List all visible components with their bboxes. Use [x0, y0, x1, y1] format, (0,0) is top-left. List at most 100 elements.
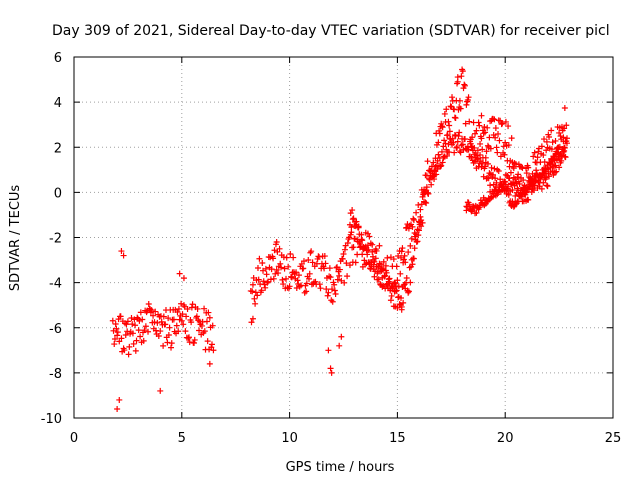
- data-point: [336, 266, 343, 273]
- data-point: [180, 275, 187, 282]
- data-point: [369, 248, 376, 255]
- data-point: [406, 264, 413, 271]
- data-point: [388, 292, 395, 299]
- data-point: [339, 255, 346, 262]
- data-point: [205, 309, 212, 316]
- data-point: [350, 215, 357, 222]
- data-point: [380, 258, 387, 265]
- data-points: [109, 66, 571, 412]
- data-point: [397, 295, 404, 302]
- data-point: [341, 246, 348, 253]
- data-point: [545, 166, 552, 173]
- y-tick-label: -8: [49, 367, 62, 382]
- data-point: [137, 333, 144, 340]
- data-point: [538, 185, 545, 192]
- data-point: [175, 328, 182, 335]
- data-point: [380, 266, 387, 273]
- data-point: [293, 285, 300, 292]
- data-point: [348, 229, 355, 236]
- data-point: [359, 251, 366, 258]
- data-point: [439, 124, 446, 131]
- data-point: [168, 340, 175, 347]
- data-point: [446, 128, 453, 135]
- data-point: [254, 292, 261, 299]
- data-point: [478, 135, 485, 142]
- data-point: [338, 333, 345, 340]
- y-tick-label: 2: [54, 141, 62, 156]
- data-point: [457, 149, 464, 156]
- data-point: [523, 170, 530, 177]
- data-point: [290, 254, 297, 261]
- data-point: [538, 173, 545, 180]
- data-point: [556, 129, 563, 136]
- data-point: [175, 305, 182, 312]
- data-point: [288, 274, 295, 281]
- data-point: [491, 116, 498, 123]
- data-point: [505, 191, 512, 198]
- data-point: [479, 146, 486, 153]
- data-point: [191, 336, 198, 343]
- data-point: [373, 247, 380, 254]
- data-point: [209, 322, 216, 329]
- data-point: [505, 123, 512, 130]
- data-point: [540, 152, 547, 159]
- data-point: [325, 289, 332, 296]
- data-point: [306, 270, 313, 277]
- data-point: [436, 130, 443, 137]
- data-point: [148, 307, 155, 314]
- data-point: [386, 275, 393, 282]
- data-point: [134, 314, 141, 321]
- data-point: [164, 339, 171, 346]
- data-point: [306, 275, 313, 282]
- data-point: [160, 342, 167, 349]
- data-point: [403, 275, 410, 282]
- data-point: [430, 159, 437, 166]
- data-point: [421, 188, 428, 195]
- data-point: [331, 281, 338, 288]
- data-point: [558, 153, 565, 160]
- y-tick-label: 6: [54, 51, 62, 66]
- data-point: [447, 103, 454, 110]
- data-point: [475, 119, 482, 126]
- data-point: [463, 101, 470, 108]
- data-point: [273, 239, 280, 246]
- data-point: [201, 305, 208, 312]
- data-point: [249, 281, 256, 288]
- data-point: [348, 224, 355, 231]
- data-point: [133, 337, 140, 344]
- data-point: [365, 246, 372, 253]
- data-point: [405, 288, 412, 295]
- data-point: [451, 132, 458, 139]
- data-point: [489, 193, 496, 200]
- data-point: [359, 237, 366, 244]
- data-point: [157, 387, 164, 394]
- data-point: [431, 167, 438, 174]
- data-point: [316, 281, 323, 288]
- data-point: [157, 328, 164, 335]
- data-point: [424, 189, 431, 196]
- data-point: [462, 120, 469, 127]
- data-point: [120, 252, 127, 259]
- data-point: [333, 264, 340, 271]
- x-tick-label: 10: [281, 431, 298, 446]
- data-point: [521, 185, 528, 192]
- x-tick-label: 25: [605, 431, 622, 446]
- data-point: [472, 130, 479, 137]
- data-point: [492, 175, 499, 182]
- data-point: [398, 306, 405, 313]
- data-point: [449, 94, 456, 101]
- data-point: [328, 369, 335, 376]
- data-point: [405, 225, 412, 232]
- data-point: [426, 167, 433, 174]
- data-point: [180, 321, 187, 328]
- data-point: [174, 308, 181, 315]
- data-point: [263, 271, 270, 278]
- data-point: [470, 119, 477, 126]
- data-point: [185, 334, 192, 341]
- data-point: [114, 329, 121, 336]
- data-point: [530, 153, 537, 160]
- axis-ticks: 0 5 10 15 20 25 -10 -8 -6 -4 -2 0 2 4 6: [41, 51, 622, 446]
- data-point: [326, 265, 333, 272]
- data-point: [376, 242, 383, 249]
- y-tick-label: -2: [49, 232, 62, 247]
